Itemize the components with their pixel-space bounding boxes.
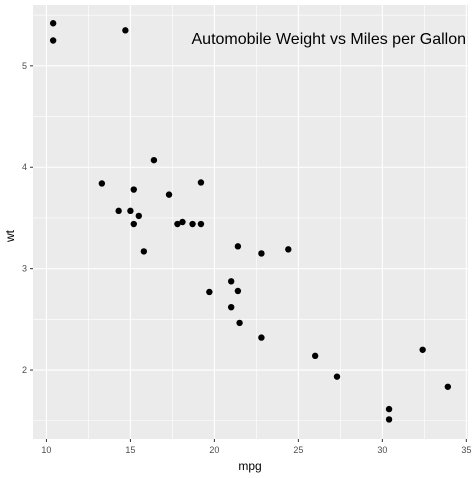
data-point xyxy=(197,179,205,186)
x-tick-label: 10 xyxy=(41,445,51,455)
data-point xyxy=(258,250,265,257)
data-point xyxy=(234,243,242,250)
data-point xyxy=(179,218,186,226)
data-point xyxy=(130,220,137,228)
x-tick-label: 15 xyxy=(125,445,135,455)
y-axis-ticks: 2 3 4 5 xyxy=(22,61,33,375)
plot-panel xyxy=(33,5,468,439)
x-tick-label: 25 xyxy=(293,445,303,455)
data-point xyxy=(189,220,196,228)
chart-title: Automobile Weight vs Miles per Gallon xyxy=(192,31,467,48)
data-point xyxy=(98,180,106,187)
data-point xyxy=(227,303,235,311)
y-tick-label: 2 xyxy=(22,365,27,375)
data-point xyxy=(135,212,143,220)
data-point xyxy=(258,334,265,341)
y-tick-label: 4 xyxy=(22,162,27,172)
x-tick-label: 20 xyxy=(209,445,219,455)
data-point xyxy=(115,207,122,215)
y-tick-label: 5 xyxy=(22,61,27,71)
data-point xyxy=(150,156,158,164)
x-tick-label: 30 xyxy=(377,445,387,455)
major-gridlines xyxy=(33,5,468,439)
data-point xyxy=(311,352,319,360)
x-axis-ticks: 10 15 20 25 30 35 xyxy=(41,439,471,455)
data-point xyxy=(385,416,393,423)
minor-gridlines xyxy=(33,5,468,439)
x-axis-label: mpg xyxy=(238,459,261,473)
data-point xyxy=(236,319,243,327)
x-tick-label: 35 xyxy=(461,445,471,455)
data-point xyxy=(140,248,148,255)
y-axis-label: wt xyxy=(3,229,17,243)
data-point xyxy=(49,20,57,27)
y-tick-label: 3 xyxy=(22,264,27,274)
data-point xyxy=(285,246,292,253)
data-point xyxy=(444,383,452,390)
data-point xyxy=(333,373,341,380)
data-point xyxy=(174,220,181,228)
data-point xyxy=(49,37,57,44)
data-point xyxy=(385,405,393,413)
data-point xyxy=(197,220,205,228)
data-point xyxy=(419,346,426,353)
data-point xyxy=(206,288,213,296)
data-point xyxy=(122,27,129,34)
data-point xyxy=(130,186,137,193)
data-points xyxy=(49,20,452,423)
data-point xyxy=(165,191,173,198)
data-point xyxy=(234,287,242,295)
data-point xyxy=(227,278,235,285)
data-point xyxy=(127,207,134,215)
